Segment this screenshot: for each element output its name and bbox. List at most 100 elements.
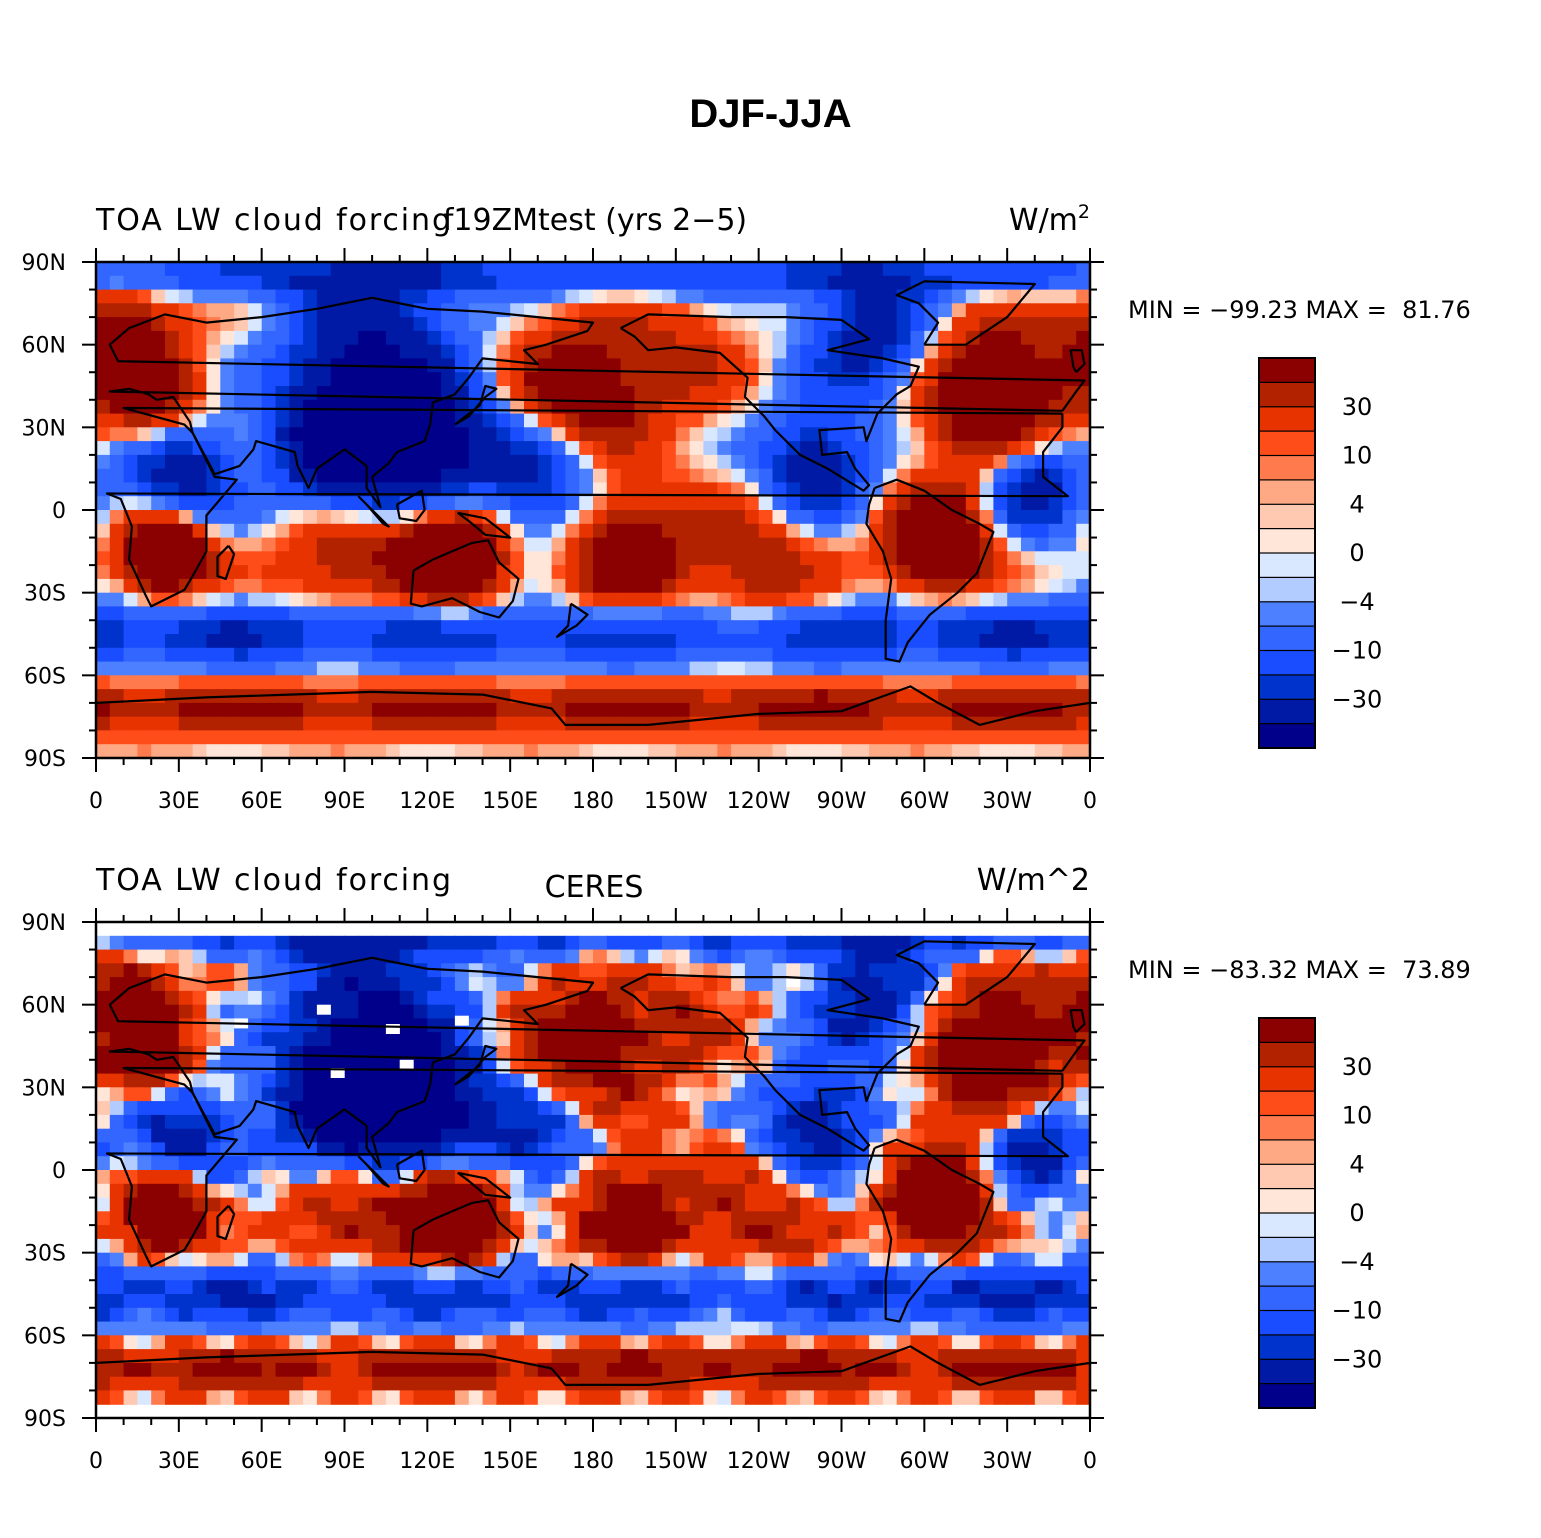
field-cell: [482, 330, 497, 346]
field-cell: [731, 620, 746, 635]
field-cell: [137, 289, 152, 304]
field-cell: [344, 1101, 359, 1116]
field-cell: [358, 661, 373, 676]
field-cell: [247, 606, 263, 621]
field-cell: [96, 1211, 111, 1226]
field-cell: [289, 344, 304, 360]
field-cell: [786, 949, 801, 964]
field-cell: [993, 1238, 1008, 1254]
field-cell: [717, 537, 732, 552]
field-cell: [896, 441, 912, 456]
field-cell: [441, 317, 456, 332]
field-cell: [703, 1142, 718, 1157]
field-cell: [524, 1114, 539, 1130]
field-cell: [1034, 1101, 1050, 1116]
field-cell: [330, 1197, 346, 1212]
field-cell: [206, 344, 221, 360]
field-cell: [565, 592, 580, 608]
field-cell: [910, 454, 925, 470]
field-cell: [510, 730, 525, 745]
field-cell: [1048, 675, 1063, 690]
field-cell: [247, 1128, 263, 1144]
field-cell: [496, 675, 511, 690]
field-cell: [758, 344, 774, 360]
field-cell: [496, 289, 511, 304]
field-cell: [565, 441, 580, 456]
field-cell: [1076, 262, 1091, 277]
field-cell: [344, 523, 359, 539]
field-cell: [468, 1266, 484, 1281]
field-cell: [1034, 413, 1050, 428]
field-cell: [606, 1142, 622, 1157]
field-cell: [441, 1170, 456, 1185]
field-cell: [620, 386, 635, 401]
field-cell: [220, 1101, 235, 1116]
field-cell: [151, 689, 166, 704]
field-cell: [510, 977, 525, 992]
field-cell: [551, 744, 566, 759]
field-cell: [924, 1197, 939, 1212]
field-cell: [289, 289, 304, 304]
field-cell: [537, 1114, 553, 1130]
field-cell: [192, 510, 207, 525]
field-cell: [385, 977, 401, 992]
field-cell: [289, 1032, 304, 1047]
field-cell: [1048, 1156, 1063, 1171]
field-cell: [800, 1238, 815, 1254]
field-cell: [689, 661, 704, 676]
field-cell: [772, 606, 787, 621]
field-cell: [951, 1156, 967, 1171]
field-cell: [648, 1073, 663, 1088]
field-cell: [234, 716, 249, 732]
field-cell: [482, 1114, 497, 1130]
field-cell: [965, 1252, 981, 1268]
field-cell: [427, 578, 442, 594]
field-cell: [1007, 990, 1022, 1006]
field-cell: [482, 1004, 497, 1020]
field-cell: [620, 689, 635, 704]
field-cell: [675, 510, 691, 525]
field-cell: [869, 1128, 884, 1144]
field-cell: [344, 1225, 359, 1240]
field-cell: [123, 427, 138, 442]
field-cell: [344, 1307, 359, 1323]
field-cell: [731, 675, 746, 690]
field-cell: [316, 1349, 332, 1364]
field-cell: [385, 413, 401, 428]
field-cell: [261, 1156, 277, 1171]
field-cell: [758, 1307, 774, 1323]
coastline: [108, 296, 1086, 509]
field-cell: [786, 1142, 801, 1157]
field-cell: [634, 344, 649, 360]
field-cell: [1062, 289, 1077, 304]
field-cell: [468, 496, 484, 511]
field-cell: [427, 1238, 442, 1254]
field-cell: [109, 578, 125, 594]
field-cell: [634, 1073, 649, 1088]
field-cell: [551, 1170, 566, 1185]
field-cell: [109, 1307, 125, 1323]
field-cell: [537, 1335, 553, 1350]
field-cell: [1007, 977, 1022, 992]
field-cell: [206, 330, 221, 346]
field-cell: [758, 275, 774, 291]
field-cell: [358, 262, 373, 277]
map-panel-obs: TOA LW cloud forcing CERES W/m^2 MIN = −…: [22, 863, 1471, 1474]
field-cell: [151, 963, 166, 978]
field-cell: [524, 1252, 539, 1268]
field-cell: [772, 647, 787, 663]
field-cell: [938, 661, 953, 676]
field-cell: [1034, 1211, 1050, 1226]
field-cell: [510, 537, 525, 552]
field-cell: [96, 330, 111, 346]
field-cell: [648, 578, 663, 594]
field-cell: [96, 1032, 111, 1047]
field-cell: [1062, 399, 1077, 415]
field-cell: [579, 592, 594, 608]
field-cell: [772, 1059, 787, 1075]
field-cell: [468, 606, 484, 621]
field-cell: [468, 413, 484, 428]
field-cell: [399, 1018, 415, 1033]
field-cell: [744, 647, 760, 663]
field-cell: [593, 537, 608, 552]
